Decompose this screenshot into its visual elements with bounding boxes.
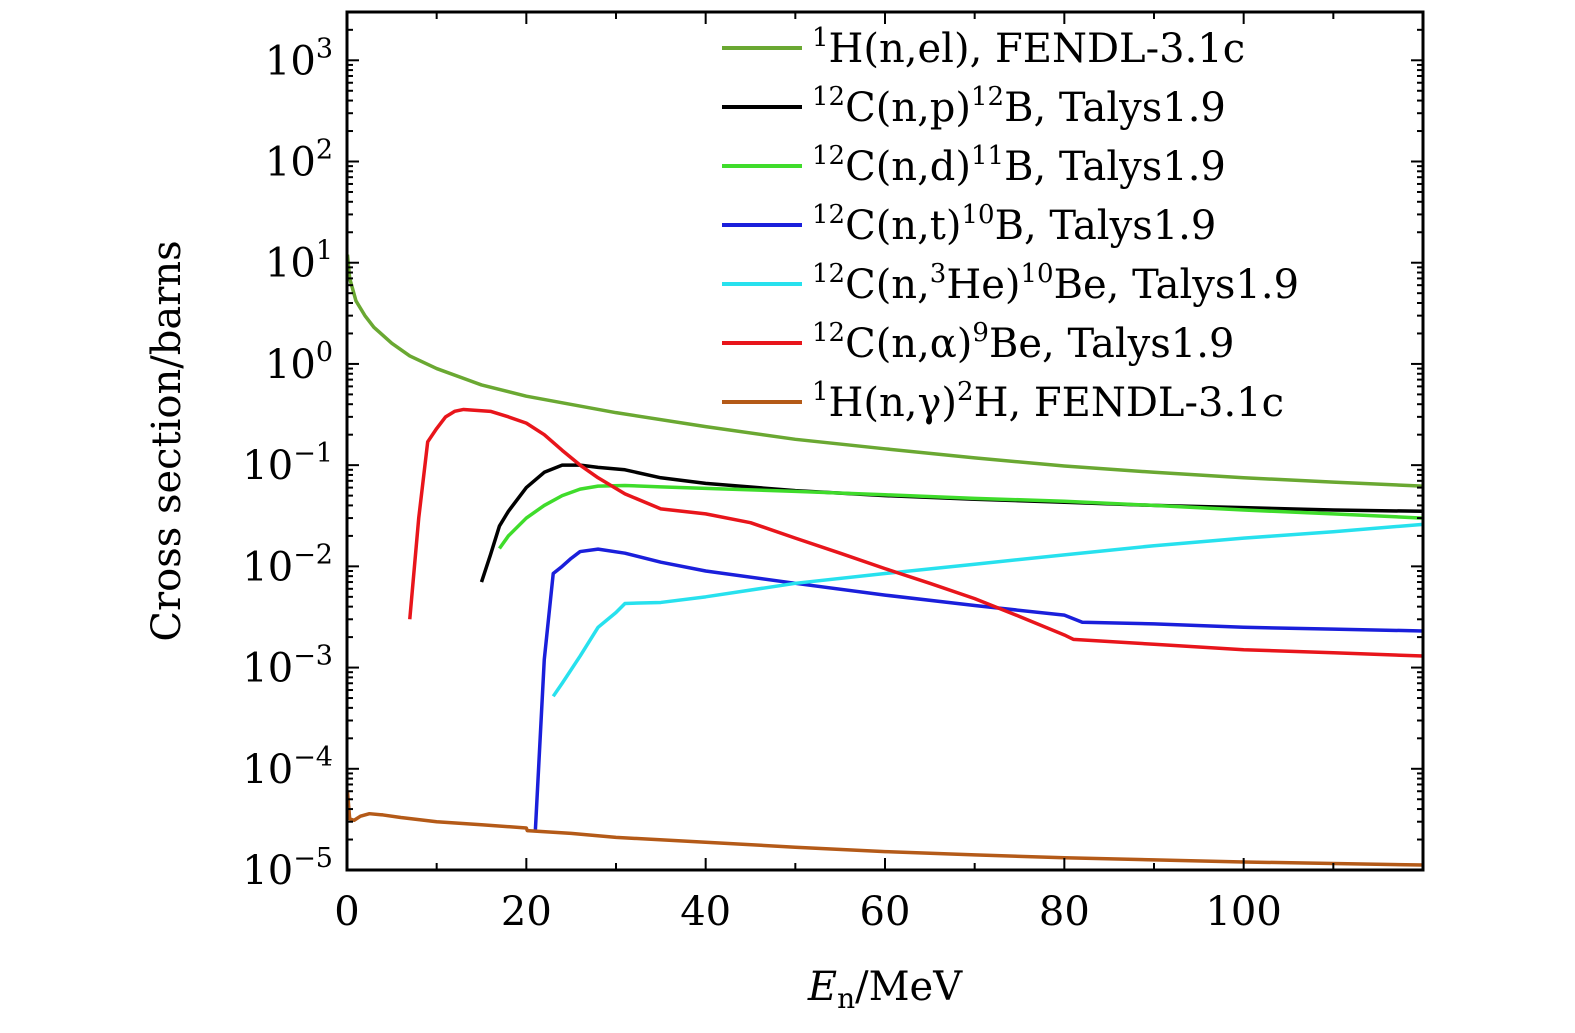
series-line-3 bbox=[533, 547, 1424, 832]
y-tick-label: 101 bbox=[265, 236, 333, 287]
legend-label: 12C(n,α)9Be, Talys1.9 bbox=[812, 318, 1234, 367]
x-tick-label: 80 bbox=[1039, 889, 1090, 935]
legend-label: 1H(n,el), FENDL-3.1c bbox=[812, 23, 1245, 72]
legend-label: 1H(n,γ)2H, FENDL-3.1c bbox=[812, 377, 1284, 426]
x-tick-label: 20 bbox=[501, 889, 552, 935]
y-axis-title: Cross section/barns bbox=[144, 240, 190, 641]
legend-label: 12C(n,d)11B, Talys1.9 bbox=[812, 141, 1226, 190]
x-axis-title-unit: /MeV bbox=[855, 964, 963, 1010]
y-tick-label: 10−4 bbox=[242, 742, 333, 793]
legend-label: 12C(n,t)10B, Talys1.9 bbox=[812, 200, 1216, 249]
x-axis-title: En/MeV bbox=[807, 964, 963, 1015]
series-line-2 bbox=[498, 483, 1424, 550]
plot-lines bbox=[345, 254, 1424, 867]
x-axis-title-symbol: E bbox=[807, 964, 837, 1010]
x-tick-label: 0 bbox=[334, 889, 359, 935]
legend: 1H(n,el), FENDL-3.1c 12C(n,p)12B, Talys1.… bbox=[722, 23, 1299, 426]
series-line-6 bbox=[345, 791, 1424, 867]
y-tick-label: 10−1 bbox=[242, 438, 333, 489]
series-line-0 bbox=[345, 254, 1424, 488]
series-line-1 bbox=[479, 463, 1424, 583]
y-tick-label: 10−3 bbox=[242, 641, 333, 692]
axis-ticks bbox=[346, 11, 1424, 871]
x-tick-label: 60 bbox=[860, 889, 911, 935]
y-tick-label: 10−2 bbox=[242, 539, 333, 590]
y-tick-label: 103 bbox=[265, 33, 333, 84]
y-tick-label: 100 bbox=[265, 337, 333, 388]
legend-label: 12C(n,3He)10Be, Talys1.9 bbox=[812, 259, 1299, 308]
plot-frame bbox=[345, 10, 1425, 872]
y-tick-label: 10−5 bbox=[242, 843, 333, 894]
x-axis-title-subscript: n bbox=[837, 982, 855, 1015]
legend-label: 12C(n,p)12B, Talys1.9 bbox=[812, 82, 1226, 131]
tick-labels: 0 20 40 60 80 100 103 102 101 100 10−1 10−2 10−3 10−4… bbox=[242, 33, 1282, 935]
series-line-4 bbox=[551, 522, 1424, 698]
series-line-5 bbox=[408, 407, 1424, 658]
x-tick-label: 40 bbox=[680, 889, 731, 935]
y-tick-label: 102 bbox=[265, 135, 333, 186]
x-tick-label: 100 bbox=[1205, 889, 1281, 935]
